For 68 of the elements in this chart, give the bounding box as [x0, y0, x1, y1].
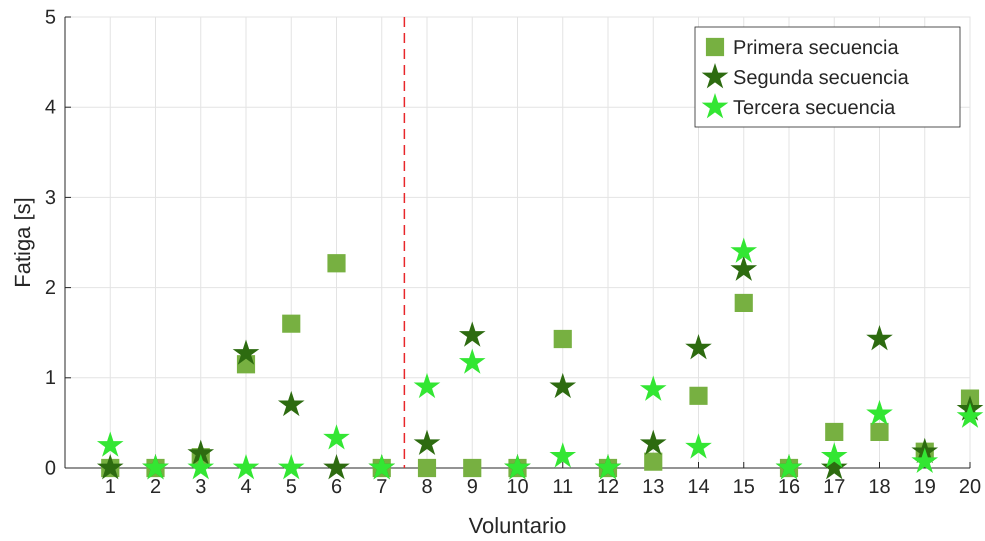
x-tick-label: 9 — [466, 476, 478, 498]
point — [956, 402, 984, 428]
point — [96, 454, 124, 480]
point — [96, 431, 124, 457]
legend-label: Primera secuencia — [733, 37, 900, 59]
point — [825, 422, 844, 442]
point — [820, 442, 848, 468]
point — [870, 422, 889, 442]
x-tick-label: 7 — [376, 476, 388, 498]
point — [418, 458, 436, 478]
point — [323, 424, 350, 450]
y-tick-label: 1 — [44, 367, 56, 390]
point — [730, 256, 758, 281]
x-tick-label: 17 — [823, 476, 846, 498]
y-tick-label: 0 — [44, 457, 56, 480]
x-tick-label: 6 — [330, 476, 342, 498]
x-tick-label: 5 — [286, 476, 297, 498]
point — [685, 433, 712, 459]
point — [323, 454, 350, 480]
point — [327, 254, 346, 272]
point — [866, 325, 893, 350]
point — [187, 454, 214, 480]
x-tick-label: 14 — [687, 476, 710, 498]
x-tick-label: 2 — [150, 476, 162, 498]
point — [549, 372, 576, 398]
point — [232, 339, 260, 365]
point — [730, 238, 758, 263]
point — [689, 386, 708, 405]
point — [414, 372, 440, 398]
y-axis-title: Fatiga [s] — [10, 197, 35, 288]
y-tick-label: 2 — [44, 277, 56, 299]
point — [278, 390, 305, 416]
point — [187, 440, 214, 465]
point — [644, 452, 662, 471]
legend-label: Tercera secuencia — [733, 97, 896, 119]
x-tick-label: 18 — [868, 476, 891, 498]
point — [232, 454, 260, 480]
point — [549, 442, 576, 468]
x-tick-label: 20 — [958, 476, 982, 498]
x-tick-label: 3 — [195, 476, 206, 498]
x-axis-title: Voluntario — [468, 513, 566, 538]
x-tick-label: 4 — [240, 476, 252, 498]
x-tick-label: 8 — [421, 476, 433, 498]
legend-label: Segunda secuencia — [733, 67, 910, 89]
y-tick-label: 4 — [44, 96, 56, 119]
point — [414, 430, 440, 455]
point — [278, 454, 305, 480]
point — [866, 400, 893, 426]
x-tick-label: 1 — [104, 476, 116, 498]
point — [911, 448, 938, 474]
y-tick-label: 3 — [44, 186, 56, 209]
x-tick-label: 11 — [552, 476, 574, 498]
point — [734, 294, 753, 312]
point — [554, 330, 572, 348]
x-tick-label: 13 — [642, 476, 664, 498]
point — [640, 376, 667, 401]
x-tick-label: 10 — [506, 476, 529, 498]
x-tick-label: 15 — [732, 476, 755, 498]
y-tick-label: 5 — [44, 6, 56, 28]
point — [640, 430, 667, 455]
x-tick-label: 12 — [596, 476, 620, 498]
point — [463, 458, 482, 478]
point — [282, 314, 300, 333]
point — [685, 334, 712, 360]
point — [458, 348, 486, 374]
point — [458, 321, 486, 347]
x-tick-label: 19 — [914, 476, 936, 498]
x-tick-label: 16 — [778, 476, 800, 498]
